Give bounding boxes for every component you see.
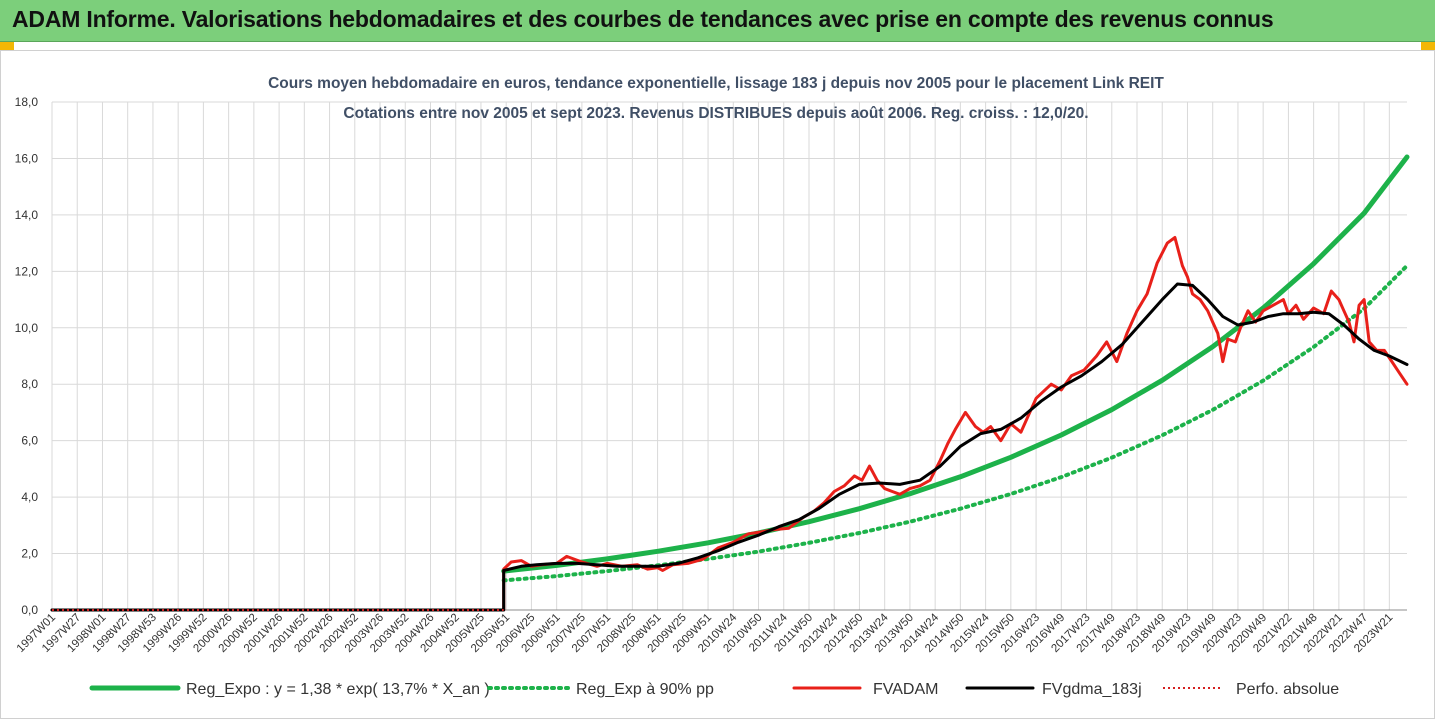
y-tick-label: 14,0 — [15, 208, 39, 222]
report-title: ADAM Informe. Valorisations hebdomadaire… — [12, 6, 1274, 32]
y-tick-label: 2,0 — [21, 547, 38, 561]
legend-label: Perfo. absolue — [1236, 681, 1339, 698]
series-line-3 — [50, 282, 1409, 612]
series-line-0 — [501, 154, 1410, 574]
chart-area: Cours moyen hebdomadaire en euros, tenda… — [0, 50, 1435, 719]
line-chart: Cours moyen hebdomadaire en euros, tenda… — [0, 50, 1435, 719]
report-banner: ADAM Informe. Valorisations hebdomadaire… — [0, 0, 1435, 42]
series-layer — [50, 154, 1410, 612]
y-tick-label: 16,0 — [15, 151, 39, 165]
series-line-2 — [50, 236, 1409, 612]
y-tick-label: 12,0 — [15, 264, 39, 278]
legend-label: FVgdma_183j — [1042, 681, 1142, 698]
legend-label: FVADAM — [873, 681, 938, 698]
y-tick-label: 18,0 — [15, 95, 39, 109]
legend-label: Reg_Expo : y = 1,38 * exp( 13,7% * X_an … — [186, 681, 490, 698]
horizontal-grid — [52, 101, 1407, 611]
corner-marker-right — [1421, 42, 1435, 50]
y-tick-label: 0,0 — [21, 603, 38, 617]
chart-title: Cours moyen hebdomadaire en euros, tenda… — [268, 75, 1164, 92]
y-tick-label: 10,0 — [15, 321, 39, 335]
chart-subtitle: Cotations entre nov 2005 et sept 2023. R… — [343, 105, 1088, 122]
legend: Reg_Expo : y = 1,38 * exp( 13,7% * X_an … — [89, 681, 1339, 698]
y-tick-label: 6,0 — [21, 434, 38, 448]
y-axis-labels: 0,0 2,0 4,0 6,0 8,0 10,0 12,0 14,0 16,0 18,0 — [15, 95, 39, 617]
corner-marker-left — [0, 42, 14, 50]
legend-label: Reg_Exp à 90% pp — [576, 681, 714, 698]
y-tick-label: 4,0 — [21, 490, 38, 504]
y-tick-label: 8,0 — [21, 377, 38, 391]
vertical-grid — [51, 102, 1390, 610]
